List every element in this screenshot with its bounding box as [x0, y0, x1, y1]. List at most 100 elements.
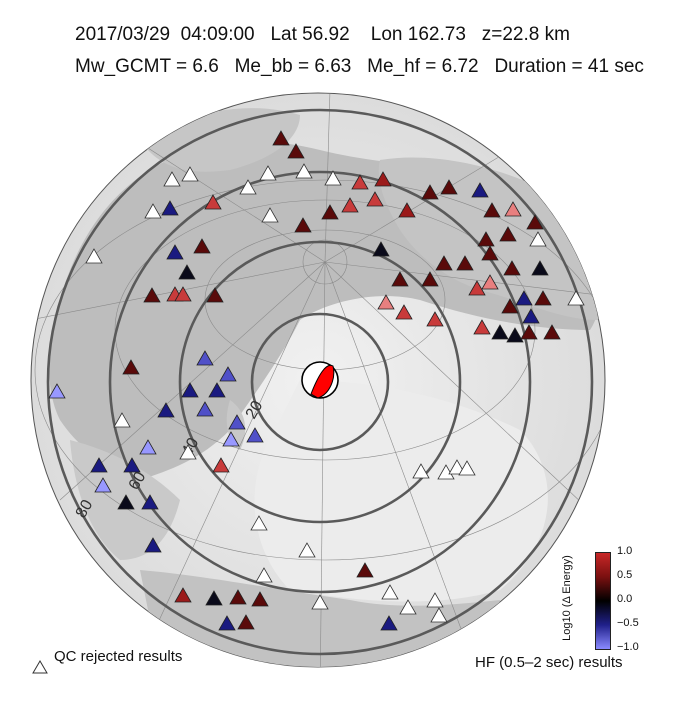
- station-marker: [477, 231, 495, 247]
- station-marker: [205, 590, 223, 606]
- station-marker-qc-rejected: [426, 592, 444, 608]
- station-marker: [141, 494, 159, 510]
- station-marker: [503, 260, 521, 276]
- ring-80: [46, 108, 594, 656]
- station-marker: [206, 287, 224, 303]
- station-marker-qc-rejected: [412, 463, 430, 479]
- distance-rings: [46, 108, 594, 656]
- station-marker: [178, 264, 196, 280]
- colorbar-tick: 1.0: [617, 545, 633, 557]
- station-marker: [48, 383, 66, 399]
- station-marker-qc-rejected: [181, 166, 199, 182]
- station-marker-qc-rejected: [324, 170, 342, 186]
- colorbar-tick: 0.5: [617, 569, 633, 581]
- station-marker: [341, 197, 359, 213]
- station-marker: [456, 255, 474, 271]
- station-marker: [196, 401, 214, 417]
- station-marker: [218, 615, 236, 631]
- colorbar-title: Log10 (Δ Energy): [560, 555, 573, 641]
- station-marker-qc-rejected: [298, 542, 316, 558]
- station-marker: [534, 290, 552, 306]
- station-marker: [272, 130, 290, 146]
- station-marker: [481, 245, 499, 261]
- station-marker-qc-rejected: [295, 163, 313, 179]
- station-marker: [468, 280, 486, 296]
- station-marker: [526, 214, 544, 230]
- station-marker-qc-rejected: [255, 567, 273, 583]
- station-marker: [435, 255, 453, 271]
- station-marker-qc-rejected: [250, 515, 268, 531]
- hf-results-label: HF (0.5–2 sec) results: [475, 654, 623, 671]
- station-marker: [117, 494, 135, 510]
- station-marker: [522, 308, 540, 324]
- station-marker-qc-rejected: [113, 412, 131, 428]
- station-marker: [161, 200, 179, 216]
- station-marker: [174, 587, 192, 603]
- station-marker: [356, 562, 374, 578]
- station-marker-qc-rejected: [430, 607, 448, 623]
- station-marker: [491, 324, 509, 340]
- station-marker: [471, 182, 489, 198]
- station-marker: [421, 271, 439, 287]
- station-marker-qc-rejected: [381, 584, 399, 600]
- station-marker: [237, 614, 255, 630]
- station-marker: [421, 184, 439, 200]
- station-markers: [48, 130, 585, 631]
- station-marker: [377, 294, 395, 310]
- station-marker: [90, 457, 108, 473]
- station-marker: [520, 324, 538, 340]
- station-marker: [321, 204, 339, 220]
- station-marker: [181, 382, 199, 398]
- station-marker: [380, 615, 398, 631]
- station-marker: [246, 427, 264, 443]
- distance-label-60: 60: [126, 469, 150, 493]
- station-marker-qc-rejected: [144, 203, 162, 219]
- station-marker: [208, 382, 226, 398]
- station-marker: [398, 202, 416, 218]
- station-marker: [94, 477, 112, 493]
- station-marker: [372, 241, 390, 257]
- station-marker-qc-rejected: [529, 231, 547, 247]
- station-marker: [174, 286, 192, 302]
- station-marker: [391, 271, 409, 287]
- station-marker: [143, 287, 161, 303]
- station-marker-qc-rejected: [567, 290, 585, 306]
- station-marker-qc-rejected: [239, 179, 257, 195]
- station-marker-qc-rejected: [163, 171, 181, 187]
- qc-legend-triangle: [32, 660, 48, 674]
- station-marker: [144, 537, 162, 553]
- colorbar-tick: −0.5: [617, 617, 639, 629]
- station-marker-qc-rejected: [85, 248, 103, 264]
- station-marker: [122, 359, 140, 375]
- station-marker-qc-rejected: [399, 599, 417, 615]
- station-marker: [139, 439, 157, 455]
- station-marker: [504, 201, 522, 217]
- station-marker: [374, 171, 392, 187]
- station-marker: [251, 591, 269, 607]
- station-marker-qc-rejected: [179, 444, 197, 460]
- ring-40: [178, 240, 462, 524]
- energy-colorbar: [595, 552, 611, 650]
- station-marker: [229, 589, 247, 605]
- colorbar-tick: −1.0: [617, 641, 639, 653]
- station-marker-qc-rejected: [261, 207, 279, 223]
- station-marker: [193, 238, 211, 254]
- station-marker: [499, 226, 517, 242]
- distance-label-80: 80: [73, 497, 97, 521]
- station-marker: [440, 179, 458, 195]
- station-marker: [515, 290, 533, 306]
- station-marker: [123, 457, 141, 473]
- station-marker: [501, 298, 519, 314]
- station-marker: [366, 191, 384, 207]
- station-marker: [196, 350, 214, 366]
- ring-60: [108, 170, 532, 594]
- station-marker: [294, 217, 312, 233]
- station-marker: [228, 414, 246, 430]
- station-marker: [287, 143, 305, 159]
- qc-legend-label: QC rejected results: [54, 648, 183, 665]
- station-marker-qc-rejected: [448, 459, 466, 475]
- station-marker: [426, 311, 444, 327]
- station-marker: [506, 327, 524, 343]
- station-marker: [395, 304, 413, 320]
